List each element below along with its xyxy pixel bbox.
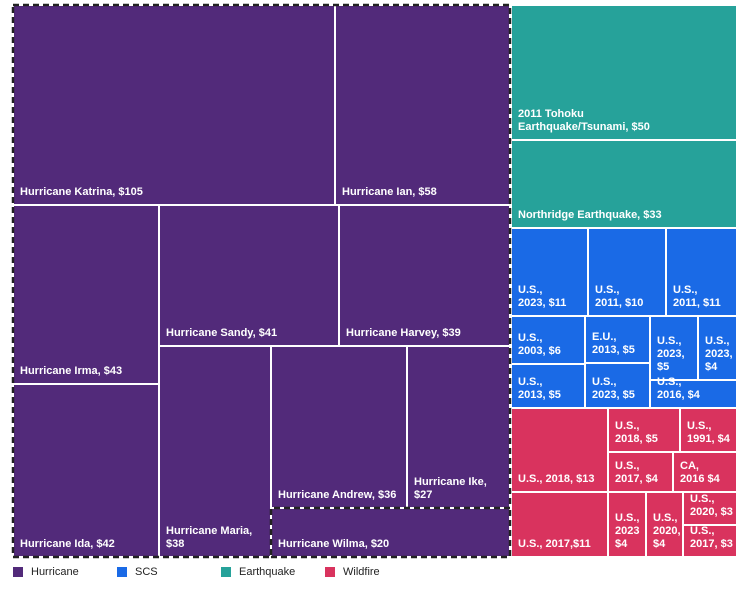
treemap-cell-wildfire: U.S., 2017,$11	[511, 492, 608, 557]
treemap-cell-scs: U.S., 2023, $5	[585, 363, 650, 408]
cell-label: U.S., 2023, $5	[592, 376, 635, 401]
legend-swatch	[117, 567, 127, 577]
treemap-cell-wildfire: CA, 2016 $4	[673, 452, 737, 492]
treemap-cell-scs: E.U., 2013, $5	[585, 316, 650, 363]
cell-label: Hurricane Ian, $58	[342, 186, 437, 198]
legend-label: SCS	[135, 566, 158, 578]
cell-label: U.S., 2023, $5	[657, 335, 685, 373]
treemap-cell-scs: U.S., 2003, $6	[511, 316, 585, 364]
cell-label: U.S., 2003, $6	[518, 332, 561, 357]
cell-label: U.S., 2018, $13	[518, 473, 595, 485]
cell-label: U.S., 2017, $4	[615, 460, 658, 485]
cell-label: U.S., 1991, $4	[687, 420, 730, 445]
cell-label: U.S., 2023, $11	[518, 284, 567, 309]
cell-label: Northridge Earthquake, $33	[518, 209, 662, 221]
cell-label: U.S., 2020, $4	[653, 512, 681, 550]
cell-label: Hurricane Sandy, $41	[166, 327, 278, 339]
treemap-cell-hurricane: Hurricane Harvey, $39	[339, 205, 510, 346]
treemap-cell-wildfire: U.S., 1991, $4	[680, 408, 737, 452]
cell-label: Hurricane Irma, $43	[20, 365, 123, 377]
cell-label: Hurricane Maria, $38	[166, 525, 253, 550]
treemap-cell-hurricane: Hurricane Wilma, $20	[271, 508, 510, 557]
legend-item-hurricane: Hurricane	[13, 566, 117, 578]
treemap-cell-wildfire: U.S., 2023 $4	[608, 492, 646, 557]
cell-label: U.S., 2017,$11	[518, 538, 591, 550]
treemap-cell-hurricane: Hurricane Ida, $42	[13, 384, 159, 557]
cell-label: 2011 Tohoku Earthquake/Tsunami, $50	[518, 108, 650, 133]
cell-label: U.S., 2011, $10	[595, 284, 644, 309]
treemap-cell-earthquake: Northridge Earthquake, $33	[511, 140, 737, 228]
treemap-cell-scs: U.S., 2023, $4	[698, 316, 737, 380]
cell-label: U.S., 2013, $5	[518, 376, 561, 401]
treemap-cell-hurricane: Hurricane Katrina, $105	[13, 5, 335, 205]
cell-label: E.U., 2013, $5	[592, 331, 635, 356]
cell-label: Hurricane Ike, $27	[414, 476, 487, 501]
cell-label: CA, 2016 $4	[680, 460, 720, 485]
cell-label: U.S., 2023 $4	[615, 512, 640, 550]
treemap-cell-scs: U.S., 2011, $11	[666, 228, 737, 316]
cell-label: Hurricane Wilma, $20	[278, 538, 390, 550]
legend-item-scs: SCS	[117, 566, 221, 578]
treemap-cell-hurricane: Hurricane Maria, $38	[159, 346, 271, 557]
treemap-cell-wildfire: U.S., 2020, $3	[683, 492, 737, 525]
legend-item-wildfire: Wildfire	[325, 566, 429, 578]
treemap-cell-wildfire: U.S., 2017, $3	[683, 525, 737, 557]
treemap-cell-earthquake: 2011 Tohoku Earthquake/Tsunami, $50	[511, 5, 737, 140]
treemap-cell-hurricane: Hurricane Ike, $27	[407, 346, 510, 508]
cell-label: U.S., 2020, $3	[690, 493, 733, 518]
treemap-cell-hurricane: Hurricane Andrew, $36	[271, 346, 407, 508]
cell-label: U.S., 2017, $3	[690, 525, 733, 550]
cell-label: Hurricane Ida, $42	[20, 538, 115, 550]
legend: Hurricane SCS Earthquake Wildfire	[13, 566, 429, 578]
cell-label: U.S., 2023, $4	[705, 335, 733, 373]
legend-label: Hurricane	[31, 566, 79, 578]
legend-swatch	[221, 567, 231, 577]
legend-label: Wildfire	[343, 566, 380, 578]
legend-label: Earthquake	[239, 566, 296, 578]
cell-label: U.S., 2016, $4	[657, 376, 700, 401]
cell-label: Hurricane Katrina, $105	[20, 186, 143, 198]
cell-label: Hurricane Harvey, $39	[346, 327, 461, 339]
treemap-cell-wildfire: U.S., 2020, $4	[646, 492, 683, 557]
legend-item-earthquake: Earthquake	[221, 566, 325, 578]
treemap-cell-hurricane: Hurricane Ian, $58	[335, 5, 510, 205]
cell-label: U.S., 2011, $11	[673, 284, 721, 309]
legend-swatch	[13, 567, 23, 577]
treemap-cell-scs: U.S., 2013, $5	[511, 364, 585, 408]
treemap-cell-wildfire: U.S., 2018, $5	[608, 408, 680, 452]
legend-swatch	[325, 567, 335, 577]
cell-label: Hurricane Andrew, $36	[278, 489, 397, 501]
treemap-cell-scs: U.S., 2016, $4	[650, 376, 737, 408]
treemap-cell-wildfire: U.S., 2018, $13	[511, 408, 608, 492]
treemap-cell-hurricane: Hurricane Irma, $43	[13, 205, 159, 384]
treemap-cell-scs: U.S., 2023, $11	[511, 228, 588, 316]
cell-label: U.S., 2018, $5	[615, 420, 658, 445]
treemap-cell-hurricane: Hurricane Sandy, $41	[159, 205, 339, 346]
treemap-cell-scs: U.S., 2011, $10	[588, 228, 666, 316]
treemap-cell-wildfire: U.S., 2017, $4	[608, 452, 673, 492]
treemap-cell-scs: U.S., 2023, $5	[650, 316, 698, 380]
